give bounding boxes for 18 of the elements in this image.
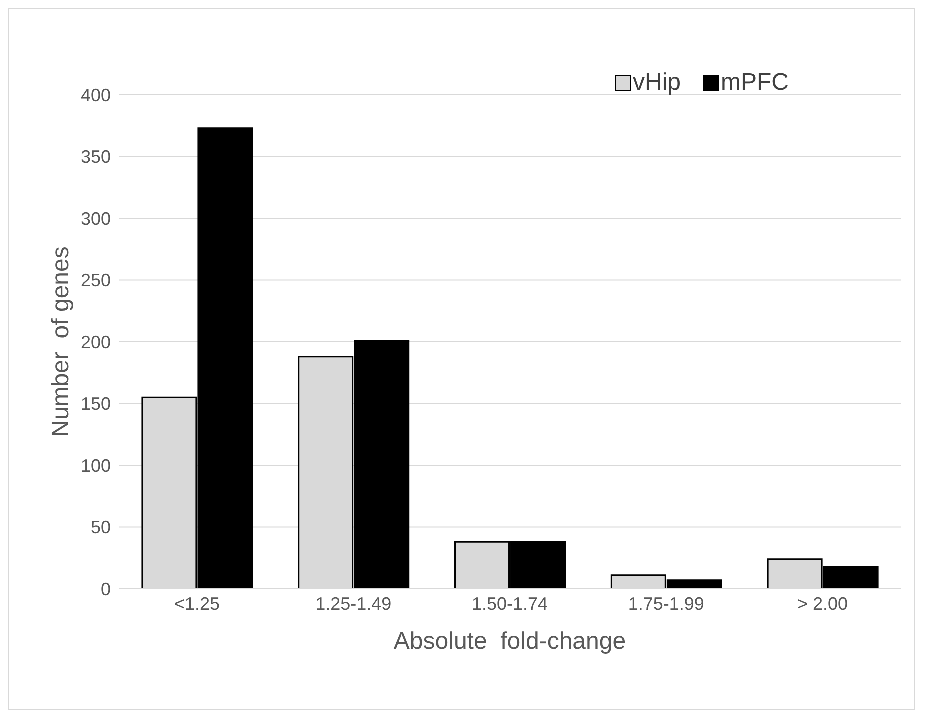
y-tick-label: 200 [80, 332, 111, 352]
y-tick-label: 400 [80, 85, 111, 106]
legend-label: vHip [632, 69, 681, 97]
x-tick-label: 1.25-1.49 [316, 594, 392, 614]
y-tick-label: 350 [80, 147, 111, 168]
y-tick-label: 250 [80, 270, 111, 291]
y-tick-label: 300 [80, 208, 111, 229]
x-tick-label: <1.25 [174, 594, 220, 614]
y-tick-label: 50 [90, 518, 111, 538]
y-tick-label: 100 [80, 456, 111, 476]
y-tick-label: 150 [80, 394, 111, 414]
y-tick-label: 0 [100, 579, 111, 600]
x-tick-label: 1.50-1.74 [472, 594, 548, 614]
x-axis-title: Absolute fold-change [394, 628, 626, 655]
legend-label: mPFC [720, 69, 789, 97]
x-tick-label: 1.75-1.99 [628, 594, 704, 614]
x-tick-label: > 2.00 [798, 594, 848, 614]
y-axis-title: Number of genes [48, 246, 74, 438]
